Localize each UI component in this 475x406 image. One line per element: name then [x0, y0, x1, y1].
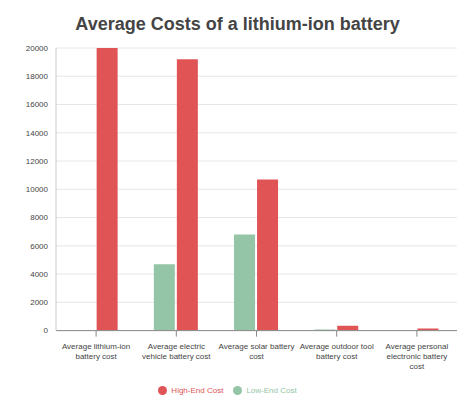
- html-text:Low-End Cost: Low-End Cost: [246, 385, 297, 395]
- svg-text:14000: 14000: [26, 129, 49, 138]
- svg-text:20000: 20000: [26, 44, 49, 53]
- svg-text:16000: 16000: [26, 100, 49, 109]
- html-text:High-End Cost: High-End Cost: [171, 385, 224, 395]
- svg-text:Average personalelectronic bat: Average personalelectronic batterycost: [386, 342, 449, 371]
- svg-text:4000: 4000: [30, 270, 48, 279]
- html-text:Average Costs of a lithium-ion: Average Costs of a lithium-ion battery: [75, 14, 400, 34]
- svg-text:8000: 8000: [30, 213, 48, 222]
- svg-text:Average electricvehicle batter: Average electricvehicle battery cost: [142, 342, 211, 361]
- svg-text:6000: 6000: [30, 242, 48, 251]
- svg-text:12000: 12000: [26, 157, 49, 166]
- svg-text:Average solar batterycost: Average solar batterycost: [219, 342, 295, 361]
- svg-text:18000: 18000: [26, 72, 49, 81]
- svg-text:Average outdoor toolbattery co: Average outdoor toolbattery cost: [300, 342, 374, 361]
- svg-text:0: 0: [44, 326, 49, 335]
- svg-text:Average lithium-ionbattery cos: Average lithium-ionbattery cost: [62, 342, 130, 361]
- svg-text:10000: 10000: [26, 185, 49, 194]
- svg-text:2000: 2000: [30, 298, 48, 307]
